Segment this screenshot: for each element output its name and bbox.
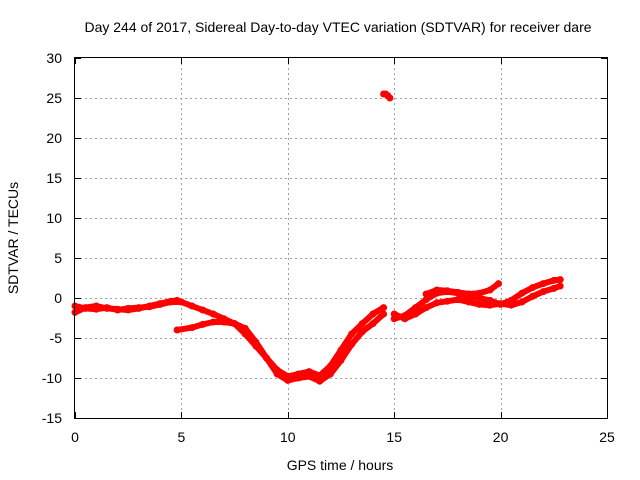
x-tick-label: 5 [178,429,186,445]
data-point [348,340,356,348]
y-tick-label: 30 [46,50,62,66]
data-point [146,303,153,311]
y-tick-label: 10 [46,210,62,226]
data-point [124,304,132,312]
axis-ticks [75,58,608,419]
data-point [305,368,313,376]
data-point [433,286,441,294]
data-point [412,310,419,318]
data-point [556,282,564,290]
data-point [529,292,536,300]
data-point [156,300,164,308]
data-point [92,305,100,313]
data-point [252,338,260,346]
data-point [273,370,281,378]
chart-title: Day 244 of 2017, Sidereal Day-to-day VTE… [84,19,591,35]
data-point [390,310,398,318]
x-tick-label: 25 [599,429,615,445]
data-point [348,330,356,338]
data-point [305,372,313,380]
data-point [294,374,302,382]
data-point [401,315,409,323]
data-point [475,300,483,308]
data-point [209,310,217,318]
data-point [443,287,451,295]
data-point [199,306,207,314]
data-point [465,290,473,298]
data-point [454,288,462,296]
y-axis-label: SDTVAR / TECUs [5,182,21,294]
data-point [135,304,143,312]
data-point [284,376,292,384]
x-tick-label: 20 [493,429,509,445]
y-tick-labels: -15 -10 -5 0 5 10 15 20 25 30 [42,50,62,426]
data-point [337,346,345,354]
data-point [497,300,505,308]
data-point [422,290,430,298]
data-point [422,304,430,312]
data-point [380,304,388,312]
y-tick-label: -10 [42,370,62,386]
data-point [465,298,473,306]
y-tick-label: 25 [46,90,62,106]
data-point [188,324,196,332]
x-tick-labels: 0 5 10 15 20 25 [71,429,615,445]
data-point [550,276,558,284]
data-series [71,90,564,385]
y-tick-label: 20 [46,130,62,146]
data-point [518,289,526,297]
y-tick-label: 5 [54,250,62,266]
x-tick-label: 15 [386,429,402,445]
x-axis-label: GPS time / hours [287,457,394,473]
data-point [209,318,217,326]
data-point [507,301,515,309]
data-point [454,296,462,304]
data-point [529,284,536,292]
data-point [369,310,377,318]
y-tick-label: -15 [42,410,62,426]
data-point [114,306,122,314]
data-point [316,377,324,385]
data-point [167,298,175,306]
data-point [386,94,394,102]
data-point [103,304,111,312]
data-point [326,370,334,378]
data-point [380,310,388,318]
data-point [422,296,430,304]
data-point [358,328,366,336]
data-point [177,298,185,306]
data-point [173,326,181,334]
data-point [231,320,239,328]
x-tick-label: 0 [71,429,79,445]
data-point [486,301,494,309]
x-tick-label: 10 [280,429,296,445]
data-point [358,320,366,328]
data-point [556,276,564,284]
plot-frame [74,57,608,419]
y-tick-label: 0 [54,290,62,306]
data-point [369,320,377,328]
data-point [337,356,345,364]
grid-lines [75,58,607,418]
data-point [82,304,90,312]
data-point [550,284,558,292]
data-point [518,298,526,306]
data-point [475,289,483,297]
data-point [539,288,547,296]
data-point [188,302,196,310]
data-point [263,354,270,362]
data-point [220,318,228,326]
y-tick-label: -5 [50,330,63,346]
data-point [199,320,207,328]
data-point [486,286,494,294]
data-point [443,297,451,305]
data-point [241,324,249,332]
data-point [495,280,502,288]
data-point [412,304,419,312]
data-point [539,280,547,288]
data-point [433,299,441,307]
y-tick-label: 15 [46,170,62,186]
